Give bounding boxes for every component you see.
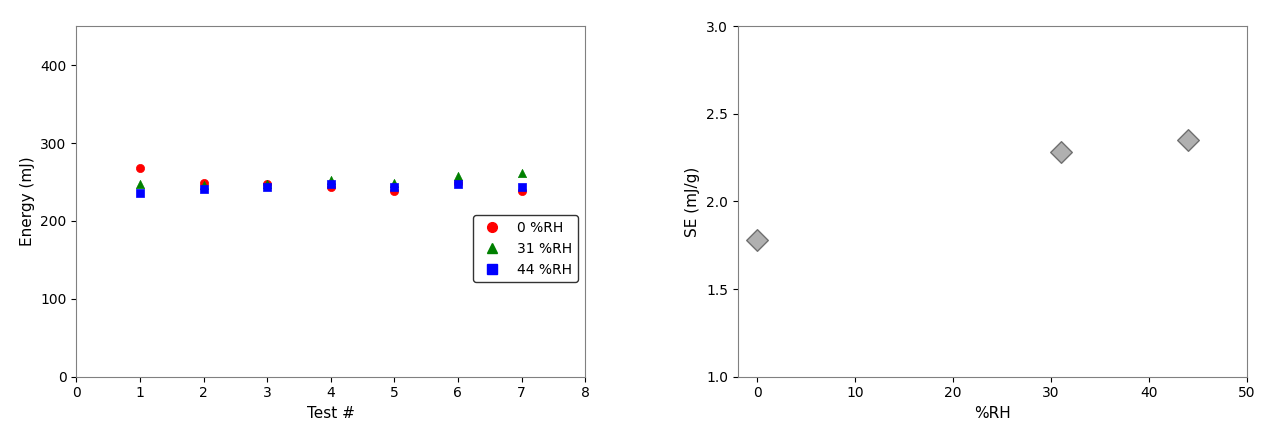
Point — [384, 184, 404, 191]
Y-axis label: SE (mJ/g): SE (mJ/g) — [686, 166, 701, 237]
X-axis label: Test #: Test # — [307, 406, 355, 421]
Point — [511, 188, 532, 195]
Point — [193, 186, 214, 193]
Point — [1051, 149, 1071, 156]
Point — [384, 188, 404, 195]
Point — [511, 170, 532, 177]
Point — [321, 180, 341, 187]
Point — [321, 177, 341, 184]
Point — [257, 180, 277, 187]
Point — [384, 179, 404, 186]
Point — [193, 179, 214, 186]
X-axis label: %RH: %RH — [974, 406, 1010, 421]
Point — [257, 180, 277, 187]
Point — [1178, 137, 1198, 144]
Point — [448, 179, 468, 186]
Point — [448, 180, 468, 187]
Legend: 0 %RH, 31 %RH, 44 %RH: 0 %RH, 31 %RH, 44 %RH — [473, 215, 579, 282]
Point — [448, 172, 468, 179]
Point — [511, 184, 532, 191]
Point — [321, 183, 341, 190]
Point — [130, 165, 150, 172]
Point — [193, 182, 214, 189]
Y-axis label: Energy (mJ): Energy (mJ) — [19, 157, 34, 246]
Point — [257, 184, 277, 191]
Point — [747, 237, 767, 244]
Point — [130, 180, 150, 187]
Point — [130, 189, 150, 196]
